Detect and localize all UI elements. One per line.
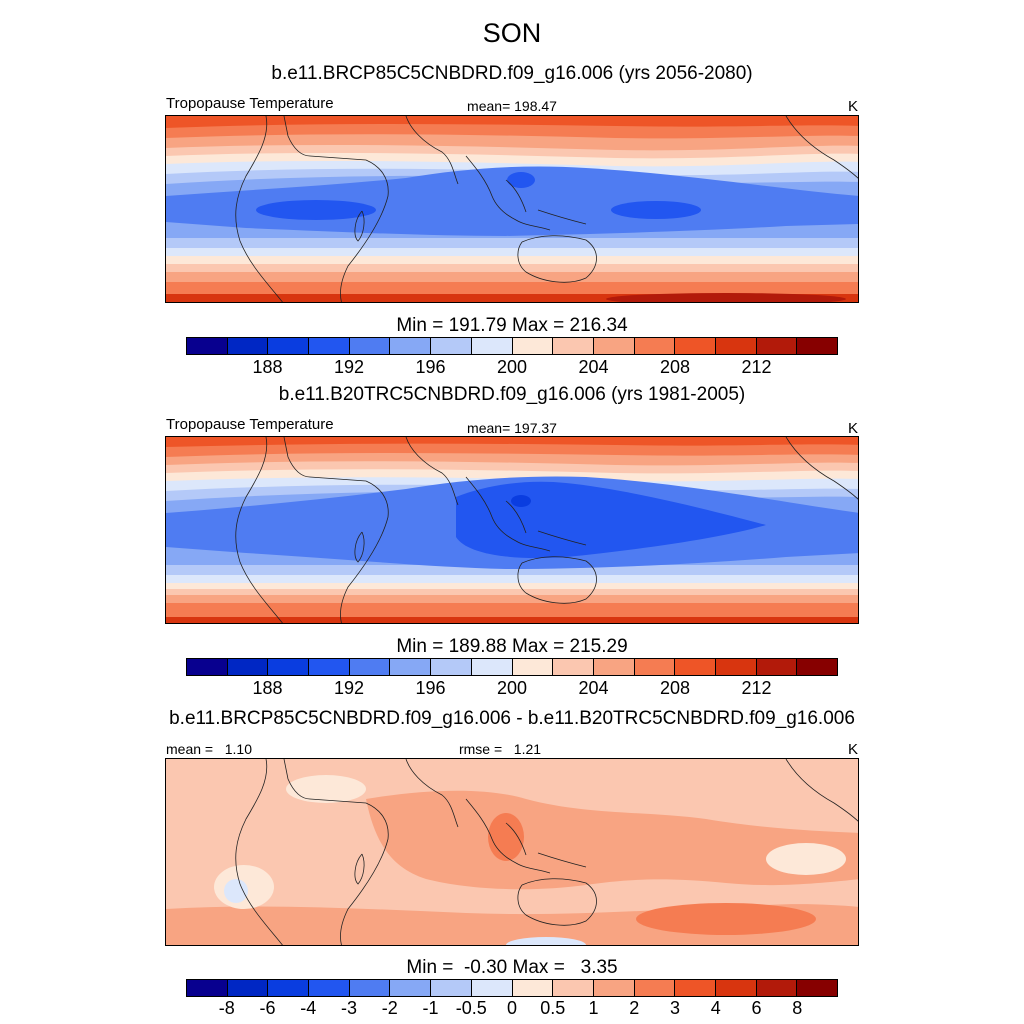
colorbar-swatch: [593, 659, 635, 675]
colorbar-swatch: [675, 659, 716, 675]
colorbar-swatch: [512, 980, 554, 996]
colorbar-tick-label: 204: [578, 357, 609, 377]
colorbar-tick-label: 4: [710, 998, 721, 1018]
colorbar-swatch: [187, 659, 228, 675]
colorbar-swatch: [390, 338, 432, 354]
colorbar-swatch: [675, 980, 716, 996]
colorbar-swatch: [187, 338, 228, 354]
colorbar-swatch: [593, 338, 635, 354]
panel-3-map: [165, 758, 859, 946]
colorbar-swatch: [268, 338, 310, 354]
colorbar-tick-label: -1: [422, 998, 439, 1018]
colorbar-swatch: [309, 338, 350, 354]
panel-3-mean-label: mean = 1.10: [166, 741, 253, 757]
colorbar-tick-label: 212: [741, 678, 772, 698]
colorbar-tick-label: 3: [669, 998, 681, 1018]
colorbar-swatch: [431, 659, 472, 675]
colorbar-tick-label: -8: [218, 998, 235, 1018]
panel-3-minmax: Min = -0.30 Max = 3.35: [406, 957, 618, 978]
colorbar-swatch: [756, 980, 798, 996]
colorbar-swatch: [349, 338, 391, 354]
colorbar-swatch: [797, 659, 837, 675]
colorbar-tick-label: -2: [381, 998, 398, 1018]
colorbar-swatch: [471, 980, 513, 996]
colorbar-swatch: [390, 980, 432, 996]
colorbar-swatch: [227, 659, 269, 675]
figure-title: SON: [482, 18, 542, 48]
colorbar-swatch: [553, 338, 594, 354]
colorbar-tick-label: -4: [300, 998, 317, 1018]
panel-2-title: b.e11.B20TRC5CNBDRD.f09_g16.006 (yrs 198…: [278, 384, 746, 405]
colorbar-swatch: [471, 659, 513, 675]
colorbar-tick-label: 208: [659, 678, 691, 698]
colorbar-swatch: [715, 659, 757, 675]
colorbar-swatch: [431, 980, 472, 996]
colorbar-swatch: [634, 338, 676, 354]
colorbar-tick-label: 188: [252, 678, 283, 698]
colorbar-swatch: [634, 659, 676, 675]
colorbar-swatch: [756, 338, 798, 354]
colorbar-tick-label: 204: [578, 678, 609, 698]
colorbar-tick-label: 6: [751, 998, 762, 1018]
panel-1-map: [165, 115, 859, 303]
colorbar-swatch: [309, 659, 350, 675]
colorbar-tick-label: 8: [792, 998, 803, 1018]
colorbar-swatch: [390, 659, 432, 675]
colorbar-swatch: [715, 338, 757, 354]
colorbar-swatch: [553, 980, 594, 996]
panel-1-variable-label: Tropopause Temperature: [166, 95, 334, 112]
colorbar-tick-label: -6: [259, 998, 276, 1018]
colorbar-swatch: [553, 659, 594, 675]
panel-1-mean-label: mean= 198.47: [467, 98, 557, 114]
colorbar-swatch: [431, 338, 472, 354]
colorbar-swatch: [227, 980, 269, 996]
panel-1-minmax: Min = 191.79 Max = 216.34: [396, 315, 628, 336]
colorbar-tick-label: 1: [588, 998, 599, 1018]
colorbar-swatch: [349, 980, 391, 996]
colorbar-tick-label: 200: [496, 357, 528, 377]
panel-1-colorbar: [186, 337, 838, 355]
colorbar-swatch: [268, 980, 310, 996]
colorbar-tick-label: -0.5: [455, 998, 487, 1018]
colorbar-swatch: [512, 338, 554, 354]
colorbar-swatch: [675, 338, 716, 354]
colorbar-tick-label: 0: [506, 998, 518, 1018]
panel-2-colorbar: [186, 658, 838, 676]
colorbar-tick-label: 192: [333, 678, 365, 698]
panel-2-minmax: Min = 189.88 Max = 215.29: [396, 636, 628, 657]
panel-2-map: [165, 436, 859, 624]
colorbar-swatch: [593, 980, 635, 996]
colorbar-swatch: [756, 659, 798, 675]
panel-3-units-label: K: [847, 741, 858, 758]
colorbar-swatch: [797, 980, 837, 996]
colorbar-tick-label: 0.5: [540, 998, 566, 1018]
colorbar-tick-label: 212: [741, 357, 772, 377]
colorbar-tick-label: 196: [415, 678, 446, 698]
colorbar-tick-label: 192: [333, 357, 365, 377]
colorbar-swatch: [187, 980, 228, 996]
colorbar-tick-label: 208: [659, 357, 691, 377]
panel-3-rmse-label: rmse = 1.21: [458, 741, 542, 757]
colorbar-tick-label: -3: [340, 998, 358, 1018]
panel-1-units-label: K: [847, 98, 858, 115]
colorbar-swatch: [471, 338, 513, 354]
colorbar-tick-label: 188: [252, 357, 283, 377]
colorbar-swatch: [309, 980, 350, 996]
colorbar-tick-label: 196: [415, 357, 446, 377]
panel-2-variable-label: Tropopause Temperature: [166, 416, 334, 433]
colorbar-swatch: [715, 980, 757, 996]
panel-3-title: b.e11.BRCP85C5CNBDRD.f09_g16.006 - b.e11…: [169, 708, 855, 729]
colorbar-swatch: [512, 659, 554, 675]
colorbar-swatch: [268, 659, 310, 675]
colorbar-swatch: [349, 659, 391, 675]
colorbar-swatch: [227, 338, 269, 354]
colorbar-tick-label: 200: [496, 678, 528, 698]
panel-2-units-label: K: [847, 420, 858, 437]
panel-2-mean-label: mean= 197.37: [467, 420, 557, 436]
panel-3-colorbar: [186, 979, 838, 997]
colorbar-swatch: [797, 338, 837, 354]
panel-1-title: b.e11.BRCP85C5CNBDRD.f09_g16.006 (yrs 20…: [271, 63, 753, 84]
colorbar-tick-label: 2: [629, 998, 640, 1018]
colorbar-swatch: [634, 980, 676, 996]
